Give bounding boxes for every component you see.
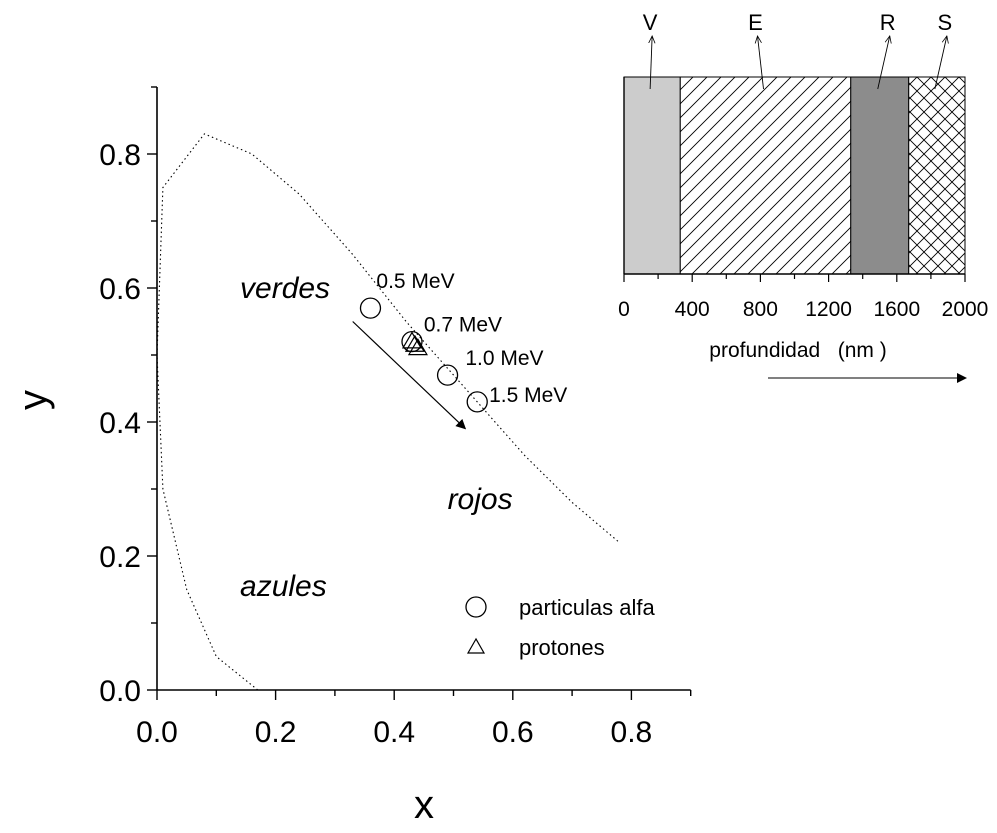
region-label: azules (240, 570, 327, 603)
layer-v (623, 76, 681, 275)
y-tick-label: 0.0 (99, 675, 141, 708)
annotation-labels: 0.5 MeV 0.7 MeV 1.0 MeV 1.5 MeV verdes rojos a… (240, 270, 567, 603)
x-tick-label: 0.0 (136, 716, 178, 749)
data-points (359, 297, 488, 413)
main-ticks: 0.0 0.2 0.4 0.6 0.8 0.0 0.2 0.4 0.6 0.8 (99, 86, 692, 749)
region-label: verdes (240, 272, 330, 305)
legend-label: protones (519, 635, 605, 660)
alpha-point (359, 297, 382, 319)
alpha-point (466, 391, 488, 413)
trend-arrow (352, 321, 467, 430)
layer-label: S (938, 10, 953, 35)
inset-tick-label: 0 (618, 298, 630, 321)
layer-label: R (880, 10, 896, 35)
inset-axes: 0 400 800 1200 1600 2000 (618, 77, 988, 321)
proton-point (404, 334, 426, 352)
proton-point (407, 338, 428, 356)
main-axes (156, 87, 691, 691)
layer-pointer-arrow (877, 36, 890, 90)
x-tick-label: 0.2 (255, 716, 297, 749)
inset-tick-label: 1200 (805, 298, 852, 321)
energy-label: 1.5 MeV (489, 384, 567, 407)
layer-label: E (748, 10, 763, 35)
inset-tick-label: 1600 (873, 298, 920, 321)
y-axis-title: y (11, 390, 55, 410)
energy-label: 0.5 MeV (376, 270, 454, 293)
x-tick-label: 0.8 (611, 716, 653, 749)
layer-label: V (643, 10, 658, 35)
x-axis-title: x (414, 783, 434, 827)
layer-pointer-arrow (650, 36, 652, 90)
inset-tick-label: 400 (675, 298, 710, 321)
region-label: rojos (448, 483, 513, 516)
layer-pointer-arrow (758, 36, 764, 90)
legend: particulas alfa protones (465, 595, 656, 660)
y-tick-label: 0.4 (99, 407, 141, 440)
y-tick-label: 0.8 (99, 139, 141, 172)
layer-pointer-arrow (934, 36, 947, 90)
alpha-point (436, 364, 459, 386)
legend-triangle-icon (466, 637, 486, 654)
legend-circle-icon (465, 596, 487, 618)
proton-point (401, 331, 423, 349)
layer-s (908, 76, 966, 275)
energy-label: 0.7 MeV (424, 314, 502, 337)
legend-label: particulas alfa (519, 595, 656, 620)
x-tick-label: 0.4 (373, 716, 415, 749)
energy-label: 1.0 MeV (465, 347, 543, 370)
y-tick-label: 0.6 (99, 273, 141, 306)
trend-arrow-line (352, 321, 467, 430)
y-tick-label: 0.2 (99, 541, 141, 574)
inset-tick-label: 800 (743, 298, 778, 321)
x-tick-label: 0.6 (492, 716, 534, 749)
inset-x-axis-title: profundidad (nm ) (709, 339, 886, 362)
layer-e (679, 76, 852, 275)
inset-tick-label: 2000 (942, 298, 989, 321)
layer-r (850, 76, 910, 275)
